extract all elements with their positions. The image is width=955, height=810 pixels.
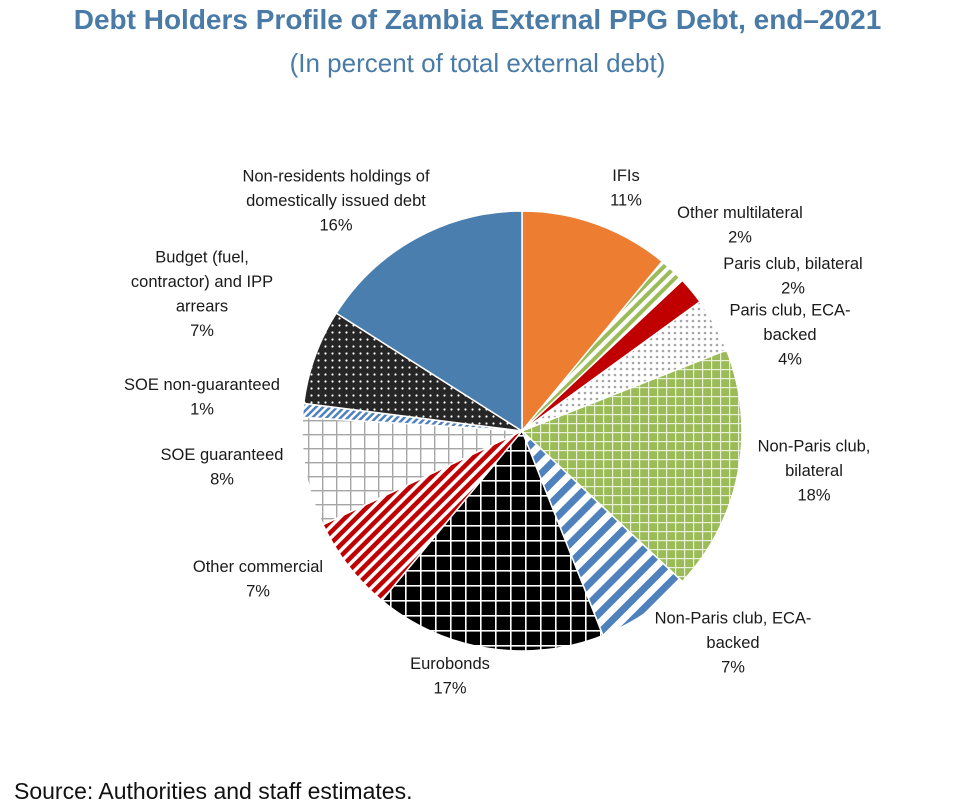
slice-label: Paris club, bilateral 2% [723,255,862,298]
slice-label: Non-residents holdings of domestically is… [242,168,430,235]
slice-label: Eurobonds 17% [410,655,490,698]
slice-label: Other multilateral 2% [677,204,803,247]
pie-slice [301,416,523,526]
pie-slice [520,349,743,583]
slice-label: Paris club, ECA-backed 4% [729,302,850,369]
slice-label: Other commercial 7% [193,558,323,601]
slice-label: Budget (fuel, contractor) and IPP arrears 7… [131,248,273,340]
pie-slice [335,210,523,433]
chart-title: Debt Holders Profile of Zambia External … [73,4,882,35]
pie-slice [380,429,604,652]
pie-slice [521,210,664,434]
chart-subtitle: (In percent of total external debt) [289,48,666,78]
source-note: Source: Authorities and staff estimates. [14,778,413,804]
slice-label: Non-Paris club, ECA-backed 7% [655,610,812,677]
slice-label: IFIs 11% [610,167,642,210]
slice-label: Non-Paris club, bilateral 18% [758,438,871,505]
slice-label: SOE guaranteed 8% [161,446,284,489]
slice-label: SOE non-guaranteed 1% [124,376,280,419]
